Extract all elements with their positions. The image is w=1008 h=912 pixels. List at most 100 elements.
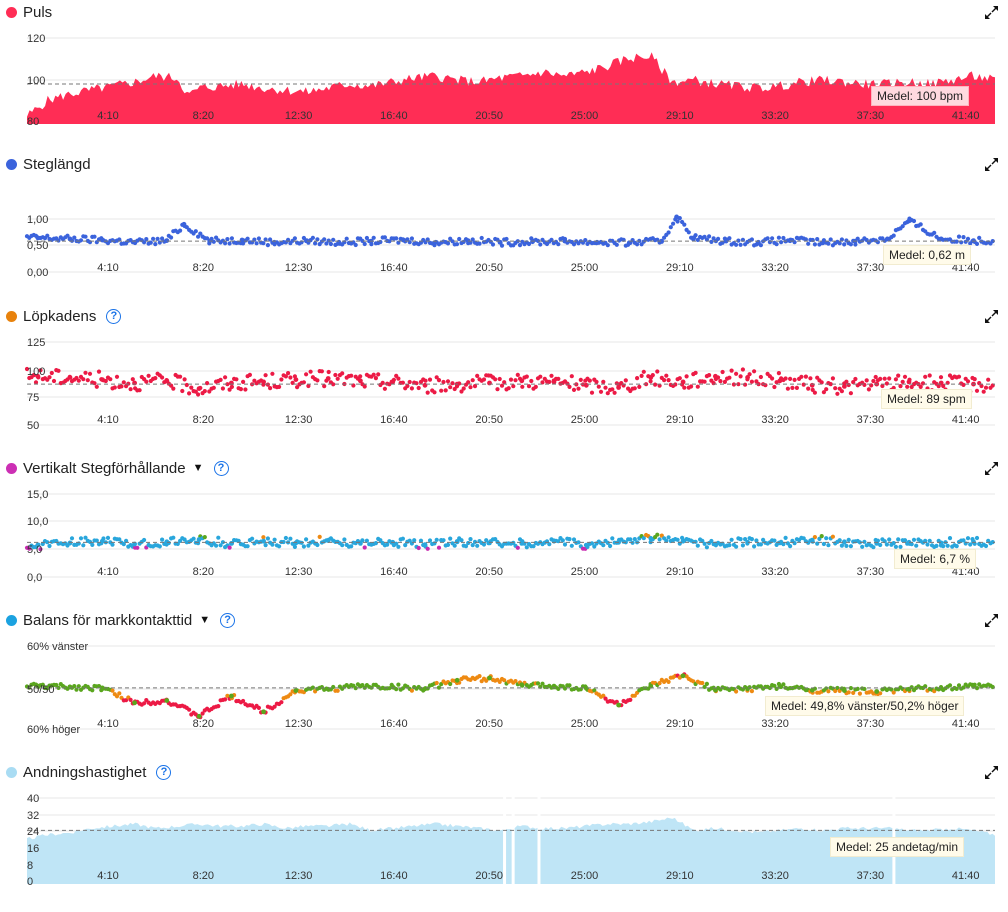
stride-point	[313, 241, 318, 246]
cadence-point	[878, 376, 883, 381]
gct-point	[72, 684, 77, 689]
cadence-point	[662, 378, 667, 383]
x-tick-label: 16:40	[380, 870, 408, 882]
expand-icon[interactable]	[985, 310, 998, 323]
expand-icon[interactable]	[985, 6, 998, 19]
vertical-point	[902, 538, 908, 543]
stride-point	[720, 240, 725, 245]
expand-icon[interactable]	[985, 462, 998, 475]
stride-datapoint	[906, 218, 912, 224]
stride-point	[614, 242, 619, 247]
cadence-point	[443, 388, 448, 393]
gct-datapoint	[358, 683, 363, 689]
dropdown-caret-icon[interactable]: ▼	[192, 462, 204, 474]
cadence-point	[405, 383, 410, 389]
expand-icon[interactable]	[985, 614, 998, 627]
vertical-point	[445, 542, 451, 547]
cadence-point	[497, 376, 502, 382]
cadence-point	[81, 377, 86, 382]
vertical-datapoint	[971, 539, 976, 545]
vertical-point	[306, 543, 311, 548]
vertical-point	[812, 535, 818, 540]
gct-point	[223, 697, 228, 702]
cadence-point	[202, 389, 207, 394]
vertical-point	[524, 545, 529, 550]
vertical-point	[27, 546, 32, 551]
cadence-point	[956, 374, 962, 379]
panel-stride: 1,00 0,50 0,00 4:10 8:20 12:30 16:40 20:50 25:00…	[0, 152, 1008, 304]
cadence-point	[801, 382, 806, 387]
y-tick-label: 0,50	[27, 240, 48, 252]
vertical-point	[418, 538, 424, 543]
expand-icon[interactable]	[985, 766, 998, 779]
x-tick-label: 37:30	[857, 262, 885, 274]
help-icon[interactable]: ?	[213, 460, 229, 476]
gct-point	[90, 688, 95, 693]
cadence-point	[986, 377, 991, 382]
stride-point	[310, 235, 315, 240]
cadence-point	[655, 369, 660, 374]
cadence-point	[349, 373, 354, 378]
vertical-point	[704, 545, 710, 550]
stride-point	[151, 236, 156, 241]
gct-datapoint	[519, 682, 525, 688]
cadence-point	[112, 385, 117, 390]
stride-datapoint	[691, 235, 697, 241]
vertical-point	[94, 538, 99, 543]
vertical-point	[261, 535, 266, 540]
expand-icon[interactable]	[985, 158, 998, 171]
cadence-datapoint	[422, 382, 428, 388]
gct-point	[497, 679, 502, 684]
cadence-point	[547, 379, 552, 384]
stride-datapoint	[497, 239, 503, 245]
help-icon[interactable]: ?	[220, 612, 236, 628]
gct-point	[540, 681, 545, 686]
cadence-point	[286, 371, 291, 376]
stride-datapoint	[530, 239, 535, 245]
cadence-point	[702, 379, 707, 384]
cadence-point	[794, 385, 800, 390]
stride-point	[450, 239, 455, 244]
gct-datapoint	[938, 685, 944, 691]
dropdown-caret-icon[interactable]: ▼	[199, 614, 211, 626]
cadence-point	[96, 369, 102, 374]
cadence-point	[472, 384, 478, 389]
cadence-point	[648, 379, 653, 384]
cadence-point	[835, 391, 840, 396]
cadence-point	[283, 374, 288, 379]
vertical-point	[968, 542, 973, 547]
stride-point	[470, 237, 475, 242]
vertical-point	[961, 538, 966, 543]
stride-point	[409, 236, 414, 241]
vertical-point	[448, 536, 453, 541]
vertical-point	[121, 542, 126, 547]
stride-point	[806, 241, 811, 246]
heart_rate-plot: 120 100 80 4:10 8:20 12:30 16:40 20:50 25:00 29:1…	[27, 33, 995, 128]
help-icon[interactable]: ?	[156, 764, 172, 780]
cadence-point	[502, 380, 507, 385]
gct-point	[241, 698, 246, 704]
cadence-point	[749, 379, 755, 384]
cadence-point	[738, 374, 743, 379]
cadence-marks	[24, 366, 995, 397]
stride-point	[205, 236, 210, 241]
cadence-point	[130, 377, 135, 382]
stride-point	[675, 219, 680, 224]
stride-point	[396, 240, 401, 245]
help-icon[interactable]: ?	[106, 308, 122, 324]
stride-point	[779, 240, 784, 245]
vertical-point	[340, 543, 345, 548]
heart_rate-marks	[27, 52, 995, 124]
cadence-point	[695, 384, 700, 389]
breath-header: Andningshastighet?	[6, 762, 172, 782]
cadence-point	[243, 387, 248, 392]
vertical-plot: 15,0 10,0 5,0 0,0 4:10 8:20 12:30 16:40 20:50 25:…	[24, 489, 995, 584]
stride-average-label: Medel: 0,62 m	[883, 245, 972, 265]
heart_rate-header: Puls	[6, 2, 52, 22]
gct-point	[54, 682, 59, 688]
x-tick-label: 33:20	[761, 870, 789, 882]
vertical-point	[601, 543, 606, 548]
stride-point	[322, 237, 327, 242]
vertical-point	[304, 537, 309, 542]
vertical-point	[610, 536, 615, 541]
